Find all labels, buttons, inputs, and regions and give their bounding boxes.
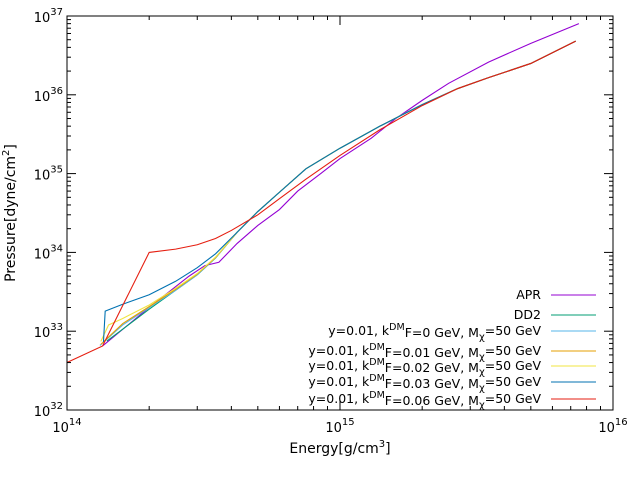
series-layer bbox=[66, 23, 580, 364]
y-tick-label-2: 1034 bbox=[34, 243, 63, 262]
legend-label-5: y=0.01, kDMF=0.03 GeV, Mχ=50 GeV bbox=[308, 373, 541, 394]
ticks-layer: 1014 1015 1016 1032 1033 1034 1035 1036 1037 bbox=[34, 7, 628, 436]
series-line-0 bbox=[102, 23, 580, 347]
y-tick-label-4: 1036 bbox=[34, 86, 63, 105]
y-tick-label-1: 1033 bbox=[34, 322, 63, 341]
series-line-2 bbox=[99, 40, 576, 346]
x-tick-label-0: 1014 bbox=[52, 417, 81, 436]
legend-label-2: y=0.01, kDMF=0 GeV, Mχ=50 GeV bbox=[328, 322, 541, 343]
x-axis-label: Energy[g/cm3] bbox=[289, 439, 390, 457]
y-tick-label-0: 1032 bbox=[34, 401, 63, 420]
legend-label-3: y=0.01, kDMF=0.01 GeV, Mχ=50 GeV bbox=[308, 342, 541, 363]
y-axis-label: Pressure[dyne/cm2] bbox=[1, 144, 19, 282]
x-tick-label-2: 1016 bbox=[598, 417, 627, 436]
series-line-6 bbox=[66, 40, 576, 364]
legend-label-1: DD2 bbox=[514, 307, 541, 322]
legend-label-0: APR bbox=[516, 287, 541, 302]
series-line-3 bbox=[100, 40, 576, 345]
legend-label-6: y=0.01, kDMF=0.06 GeV, Mχ=50 GeV bbox=[308, 390, 541, 411]
series-line-5 bbox=[102, 40, 576, 343]
series-line-1 bbox=[106, 40, 576, 342]
series-line-4 bbox=[100, 40, 576, 342]
y-tick-label-5: 1037 bbox=[34, 7, 63, 26]
x-tick-label-1: 1015 bbox=[325, 417, 354, 436]
legend-label-4: y=0.01, kDMF=0.02 GeV, Mχ=50 GeV bbox=[308, 357, 541, 378]
y-tick-label-3: 1035 bbox=[34, 165, 63, 184]
